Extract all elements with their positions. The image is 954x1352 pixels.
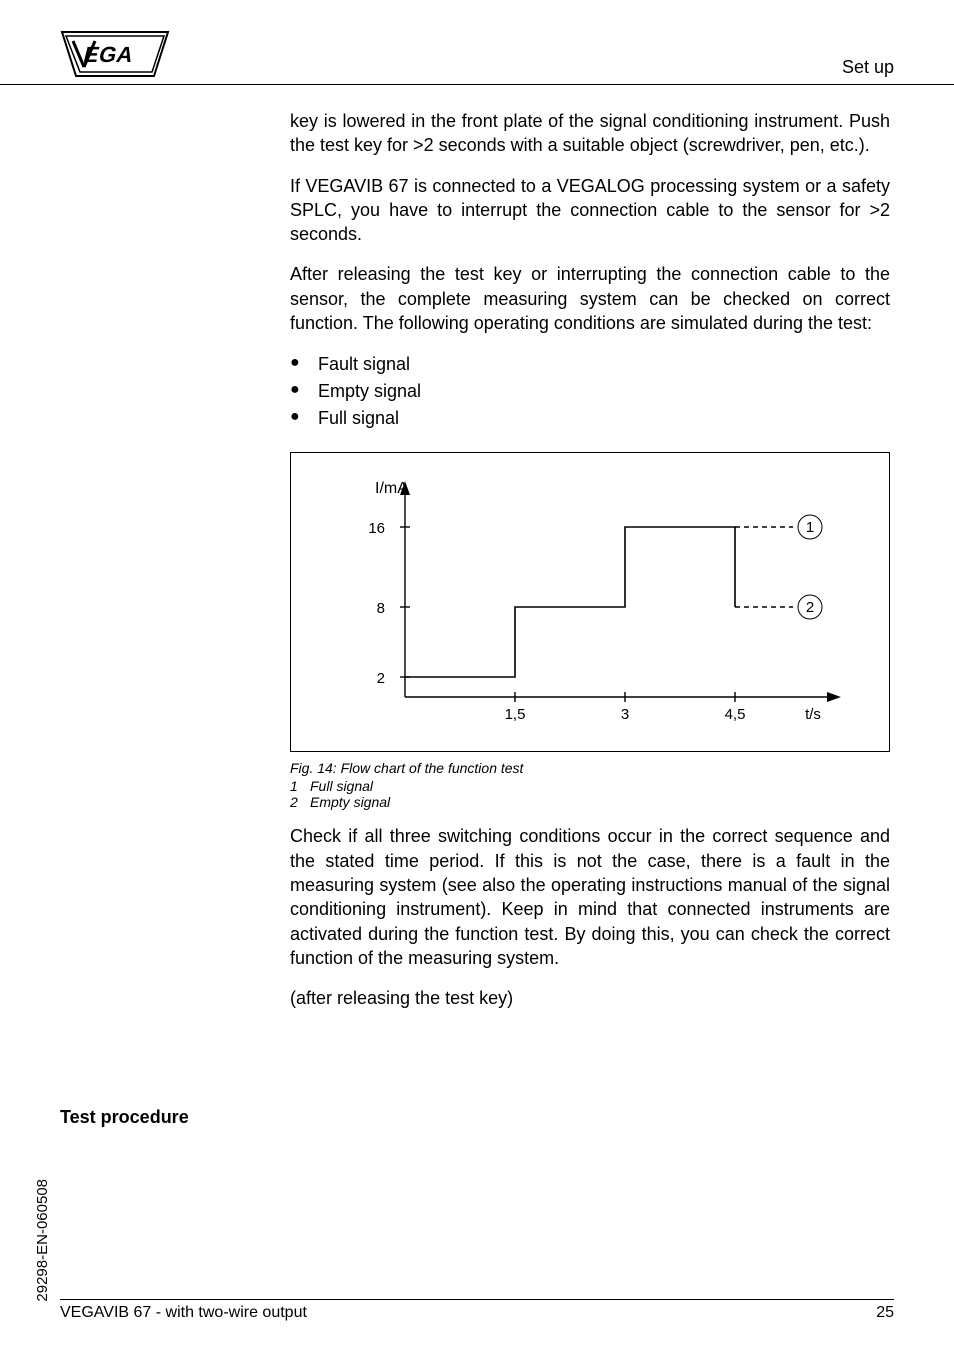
- svg-text:3: 3: [621, 706, 629, 723]
- svg-text:8: 8: [377, 600, 385, 617]
- flow-chart-svg: I/mA 16 8 2 1,5 3 4,5 t/s: [305, 467, 875, 737]
- list-item: Full signal: [290, 405, 890, 432]
- list-item: Empty signal: [290, 378, 890, 405]
- paragraph: (after releasing the test key): [290, 986, 890, 1010]
- footer-page-number: 25: [876, 1304, 894, 1322]
- bullet-list: Fault signal Empty signal Full signal: [290, 351, 890, 432]
- page-header: EGA Set up: [0, 0, 954, 85]
- svg-text:2: 2: [377, 670, 385, 687]
- figure-legend: 1Full signal: [290, 778, 890, 794]
- svg-text:1,5: 1,5: [505, 706, 526, 723]
- y-axis-label: I/mA: [375, 480, 408, 497]
- document-code: 29298-EN-060508: [34, 1179, 51, 1302]
- vega-logo: EGA: [60, 30, 170, 78]
- paragraph: If VEGAVIB 67 is connected to a VEGALOG …: [290, 174, 890, 247]
- paragraph: Check if all three switching conditions …: [290, 824, 890, 970]
- svg-text:16: 16: [368, 520, 385, 537]
- figure-caption: Fig. 14: Flow chart of the function test: [290, 760, 890, 776]
- page-footer: VEGAVIB 67 - with two-wire output 25: [60, 1299, 894, 1322]
- main-column: key is lowered in the front plate of the…: [290, 109, 890, 1010]
- svg-text:4,5: 4,5: [725, 706, 746, 723]
- figure-legend: 2Empty signal: [290, 794, 890, 810]
- svg-text:2: 2: [806, 599, 814, 616]
- flow-chart-figure: I/mA 16 8 2 1,5 3 4,5 t/s: [290, 452, 890, 752]
- list-item: Fault signal: [290, 351, 890, 378]
- svg-text:1: 1: [806, 519, 814, 536]
- footer-left: VEGAVIB 67 - with two-wire output: [60, 1304, 307, 1322]
- paragraph: key is lowered in the front plate of the…: [290, 109, 890, 158]
- sidebar-label-test-procedure: Test procedure: [60, 1107, 189, 1128]
- header-title: Set up: [842, 57, 894, 78]
- paragraph: After releasing the test key or interrup…: [290, 262, 890, 335]
- content-area: key is lowered in the front plate of the…: [0, 109, 954, 1010]
- svg-text:t/s: t/s: [805, 706, 821, 723]
